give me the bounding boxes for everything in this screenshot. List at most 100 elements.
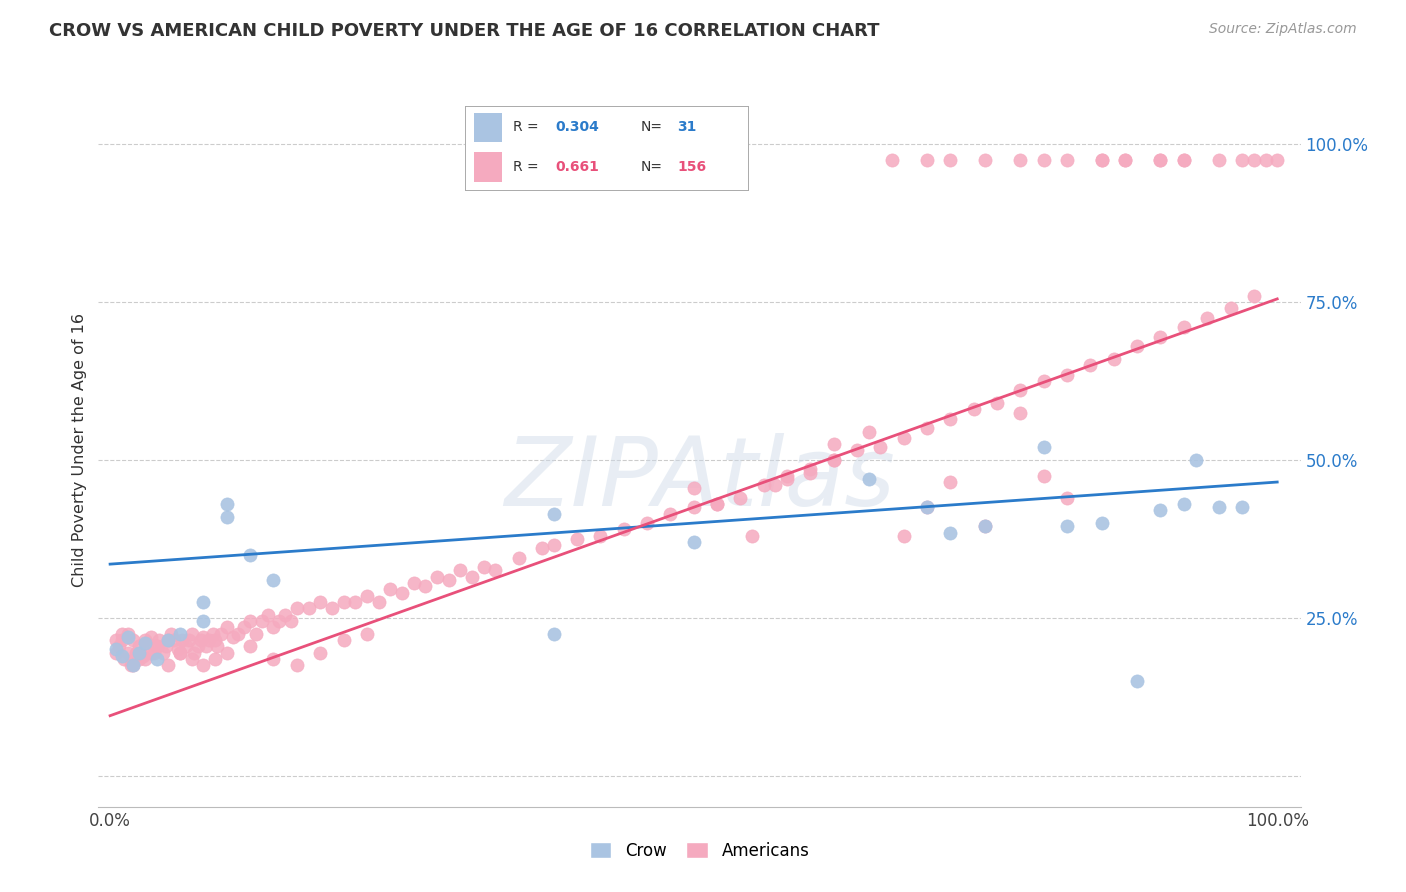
Point — [139, 646, 162, 660]
Point — [134, 632, 156, 647]
Point — [1010, 153, 1032, 167]
Point — [893, 529, 915, 543]
Point — [508, 550, 530, 565]
Point — [111, 626, 134, 640]
Point — [180, 652, 202, 666]
Point — [233, 620, 256, 634]
Point — [472, 560, 495, 574]
Point — [190, 632, 212, 647]
Point — [120, 658, 142, 673]
Point — [1056, 519, 1078, 533]
Point — [250, 614, 273, 628]
Point — [974, 153, 997, 167]
Point — [256, 607, 278, 622]
Point — [682, 500, 704, 515]
Point — [132, 648, 155, 663]
Point — [139, 630, 162, 644]
Point — [1219, 301, 1241, 316]
Point — [274, 607, 297, 622]
Point — [263, 573, 285, 587]
Point — [201, 626, 224, 640]
Point — [228, 626, 250, 640]
Point — [974, 519, 997, 533]
Point — [193, 595, 215, 609]
Point — [1126, 673, 1149, 688]
Point — [1208, 153, 1230, 167]
Point — [858, 425, 880, 439]
Point — [356, 589, 378, 603]
Point — [245, 626, 267, 640]
Point — [1208, 500, 1230, 515]
Point — [215, 620, 238, 634]
Point — [1254, 153, 1277, 167]
Point — [239, 614, 262, 628]
Point — [437, 573, 460, 587]
Point — [846, 443, 869, 458]
Point — [1080, 358, 1102, 372]
Point — [915, 153, 938, 167]
Point — [193, 614, 215, 628]
Point — [108, 639, 131, 653]
Point — [1173, 320, 1195, 334]
Point — [706, 497, 728, 511]
Point — [152, 646, 174, 660]
Point — [939, 525, 962, 540]
Point — [198, 632, 221, 647]
Point — [1102, 351, 1125, 366]
Point — [269, 614, 291, 628]
Point — [613, 522, 636, 536]
Point — [1265, 153, 1288, 167]
Point — [157, 632, 180, 647]
Point — [986, 396, 1008, 410]
Point — [706, 497, 728, 511]
Point — [207, 639, 229, 653]
Point — [1032, 468, 1054, 483]
Point — [1091, 516, 1114, 530]
Point — [179, 632, 201, 647]
Point — [169, 646, 191, 660]
Point — [659, 507, 682, 521]
Point — [484, 564, 506, 578]
Point — [117, 646, 139, 660]
Point — [117, 630, 139, 644]
Point — [1243, 153, 1265, 167]
Point — [332, 595, 354, 609]
Point — [128, 652, 150, 666]
Point — [117, 626, 139, 640]
Point — [111, 648, 134, 663]
Point — [1173, 153, 1195, 167]
Point — [111, 632, 134, 647]
Point — [174, 639, 197, 653]
Point — [1149, 153, 1171, 167]
Point — [391, 585, 413, 599]
Point — [799, 466, 821, 480]
Point — [823, 437, 845, 451]
Point — [915, 500, 938, 515]
Point — [1056, 368, 1078, 382]
Point — [344, 595, 367, 609]
Point — [1149, 330, 1171, 344]
Point — [776, 472, 799, 486]
Point — [183, 646, 205, 660]
Point — [752, 478, 775, 492]
Point — [356, 626, 378, 640]
Point — [565, 532, 588, 546]
Point — [426, 570, 449, 584]
Point — [893, 431, 915, 445]
Point — [776, 468, 799, 483]
Point — [146, 639, 169, 653]
Point — [215, 646, 238, 660]
Point — [143, 646, 166, 660]
Point — [730, 491, 752, 505]
Point — [1056, 491, 1078, 505]
Point — [402, 576, 425, 591]
Point — [136, 636, 159, 650]
Point — [413, 579, 436, 593]
Text: ZIPAtlas: ZIPAtlas — [503, 433, 896, 525]
Point — [823, 453, 845, 467]
Point — [682, 481, 704, 495]
Point — [146, 639, 169, 653]
Point — [1114, 153, 1136, 167]
Point — [880, 153, 903, 167]
Point — [530, 541, 553, 556]
